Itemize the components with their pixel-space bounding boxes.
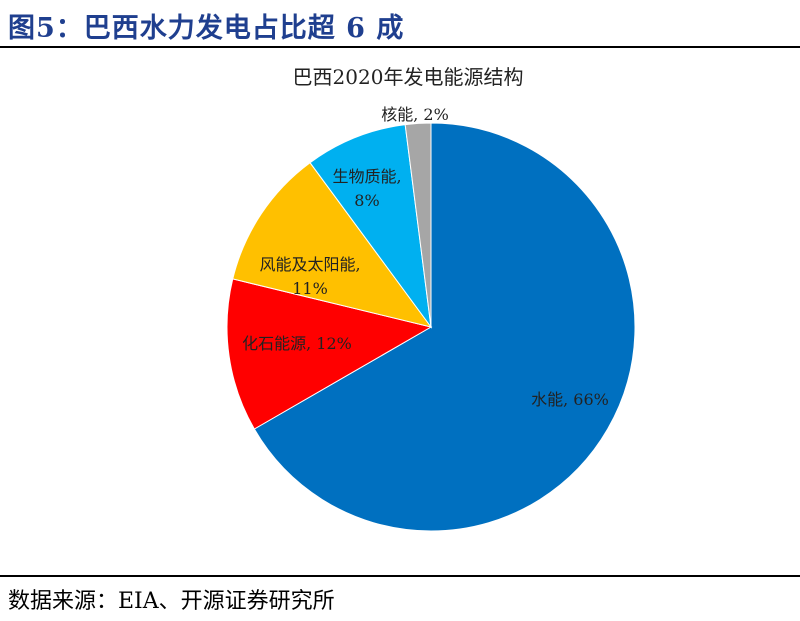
pie-slice-3: [309, 124, 432, 329]
figure-title: 图5：巴西水力发电占比超 6 成: [8, 13, 405, 44]
top-rule: [0, 46, 800, 48]
pie-slice-0: [253, 122, 636, 532]
pie-slice-4: [404, 122, 432, 328]
pie-labels: 水能, 66% 化石能源, 12% 风能及太阳能, 11% 生物质能, 8% 核能, 2%: [242, 105, 609, 409]
pie-chart: 巴西2020年发电能源结构 水能, 66% 化石能源, 12% 风能及太阳能, 11%…: [0, 50, 800, 570]
pie-label-1: 化石能源, 12%: [242, 334, 352, 353]
pie-label-0: 水能, 66%: [531, 390, 609, 409]
bottom-rule: [0, 575, 800, 577]
pie-slices: [226, 122, 636, 532]
pie-label-2: 风能及太阳能, 11%: [259, 255, 360, 298]
pie-slice-1: [226, 278, 433, 430]
pie-label-4: 核能, 2%: [381, 105, 449, 124]
pie-chart-svg: 巴西2020年发电能源结构 水能, 66% 化石能源, 12% 风能及太阳能, 11%…: [226, 65, 636, 532]
source-note: 数据来源：EIA、开源证券研究所: [8, 589, 335, 614]
pie-slice-2: [232, 162, 433, 328]
pie-label-3: 生物质能, 8%: [332, 167, 401, 210]
chart-title: 巴西2020年发电能源结构: [293, 65, 524, 89]
figure-header: 图5：巴西水力发电占比超 6 成: [0, 0, 800, 48]
